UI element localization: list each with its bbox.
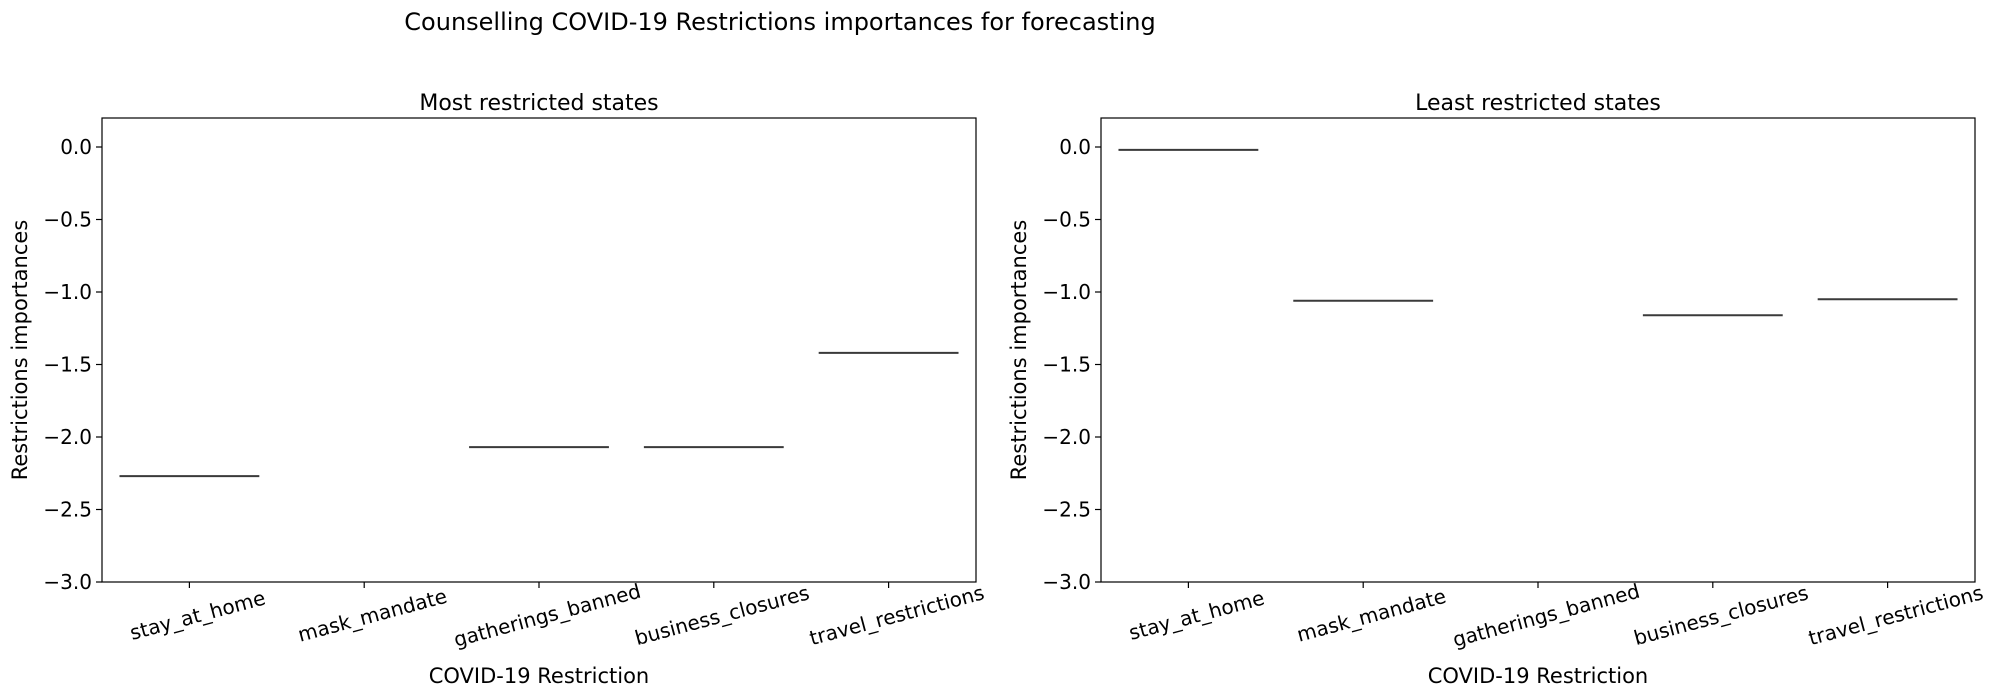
x-tick-label: stay_at_home bbox=[1126, 586, 1267, 645]
x-tick-label: travel_restrictions bbox=[807, 580, 987, 650]
y-tick-label: −3.0 bbox=[1042, 570, 1091, 594]
x-tick-label: gatherings_banned bbox=[1450, 579, 1642, 652]
x-tick-label: mask_mandate bbox=[1294, 584, 1448, 647]
y-tick-label: −0.5 bbox=[1042, 208, 1091, 232]
panel-title: Most restricted states bbox=[419, 91, 658, 116]
x-tick-label: gatherings_banned bbox=[451, 579, 643, 652]
y-tick-label: 0.0 bbox=[1059, 135, 1091, 159]
axes-frame bbox=[101, 117, 977, 583]
y-tick-label: −2.0 bbox=[43, 425, 92, 449]
x-tick-label: travel_restrictions bbox=[1806, 580, 1986, 650]
x-tick-label: business_closures bbox=[632, 580, 812, 650]
x-axis-label: COVID-19 Restriction bbox=[1428, 664, 1649, 688]
y-tick-label: −0.5 bbox=[43, 208, 92, 232]
y-tick-label: −2.5 bbox=[43, 498, 92, 522]
y-tick-label: 0.0 bbox=[60, 135, 92, 159]
x-tick-label: stay_at_home bbox=[127, 586, 268, 645]
x-axis-label: COVID-19 Restriction bbox=[429, 664, 650, 688]
y-tick-label: −1.0 bbox=[43, 280, 92, 304]
axes-frame bbox=[1100, 117, 1976, 583]
y-tick-label: −2.0 bbox=[1042, 425, 1091, 449]
y-tick-label: −1.0 bbox=[1042, 280, 1091, 304]
figure-title: Counselling COVID-19 Restrictions import… bbox=[404, 8, 1156, 36]
y-tick-label: −2.5 bbox=[1042, 498, 1091, 522]
y-tick-label: −1.5 bbox=[43, 353, 92, 377]
y-axis-label: Restrictions importances bbox=[8, 220, 32, 481]
x-tick-label: business_closures bbox=[1631, 580, 1811, 650]
panel-title: Least restricted states bbox=[1415, 91, 1661, 116]
x-tick-label: mask_mandate bbox=[295, 584, 449, 647]
y-tick-label: −3.0 bbox=[43, 570, 92, 594]
y-tick-label: −1.5 bbox=[1042, 353, 1091, 377]
y-axis-label: Restrictions importances bbox=[1007, 220, 1031, 481]
